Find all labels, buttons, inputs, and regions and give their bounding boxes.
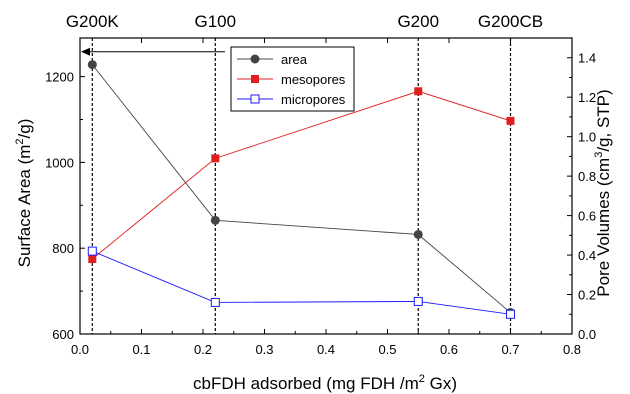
- y-right-tick-label: 1.0: [578, 130, 596, 145]
- data-point: [88, 255, 97, 264]
- y-left-tick-label: 1000: [45, 155, 74, 170]
- y-left-tick-label: 1200: [45, 70, 74, 85]
- legend-marker: [250, 94, 260, 104]
- sample-label: G200: [397, 12, 439, 31]
- x-tick-label: 0.4: [317, 342, 335, 357]
- x-tick-label: 0.6: [440, 342, 458, 357]
- sample-label: G200K: [66, 12, 120, 31]
- series-mesopores: [88, 87, 515, 264]
- data-point: [414, 87, 423, 96]
- legend-marker: [251, 75, 259, 83]
- x-axis-label: cbFDH adsorbed (mg FDH /m2 Gx): [193, 373, 457, 393]
- sample-label: G200CB: [478, 12, 543, 31]
- sample-label: G100: [195, 12, 237, 31]
- y-right-tick-label: 0.4: [578, 248, 596, 263]
- x-tick-label: 0.8: [563, 342, 581, 357]
- arrow-head: [81, 47, 90, 56]
- series-line: [92, 250, 511, 315]
- legend-label: mesopores: [281, 72, 346, 87]
- x-tick-label: 0.3: [255, 342, 273, 357]
- sample-lines: G200K G100 G200 G200CB: [66, 12, 543, 334]
- y-right-tick-label: 0.6: [578, 209, 596, 224]
- x-tick-label: 0.2: [194, 342, 212, 357]
- ticks: 0.0 0.1 0.2 0.3 0.4 0.5 0.6 0.7 0.8 600 800 1000 120…: [45, 38, 596, 357]
- series-micropores: [87, 246, 515, 319]
- y-right-tick-label: 0.8: [578, 169, 596, 184]
- series-layer: [87, 60, 515, 319]
- y-right-tick-label: 0.0: [578, 327, 596, 342]
- data-point: [413, 229, 423, 239]
- series-line: [92, 90, 511, 260]
- data-point: [506, 309, 515, 319]
- data-point: [413, 296, 423, 306]
- y-left-tick-label: 600: [52, 327, 74, 342]
- data-point: [506, 116, 515, 125]
- y-axis-left-label: Surface Area (m2/g): [14, 119, 34, 268]
- x-tick-label: 0.5: [378, 342, 396, 357]
- y-right-tick-label: 1.4: [578, 51, 596, 66]
- x-tick-label: 0.0: [71, 342, 89, 357]
- legend-marker: [250, 54, 260, 64]
- series-line: [91, 64, 511, 313]
- y-left-tick-label: 800: [52, 241, 74, 256]
- legend: area mesopores micropores: [230, 46, 355, 112]
- legend-label: micropores: [281, 92, 346, 107]
- x-tick-label: 0.7: [501, 342, 519, 357]
- data-point: [87, 246, 97, 256]
- data-point: [87, 60, 97, 70]
- y-axis-right-label: Pore Volumes (cm3/g, STP): [593, 89, 613, 296]
- data-point: [210, 215, 220, 225]
- x-tick-label: 0.1: [132, 342, 150, 357]
- data-point: [211, 154, 220, 163]
- y-right-tick-label: 0.2: [578, 288, 596, 303]
- y-right-tick-label: 1.2: [578, 90, 596, 105]
- data-point: [210, 297, 220, 307]
- legend-label: area: [281, 52, 308, 67]
- axis-arrow: [81, 47, 225, 56]
